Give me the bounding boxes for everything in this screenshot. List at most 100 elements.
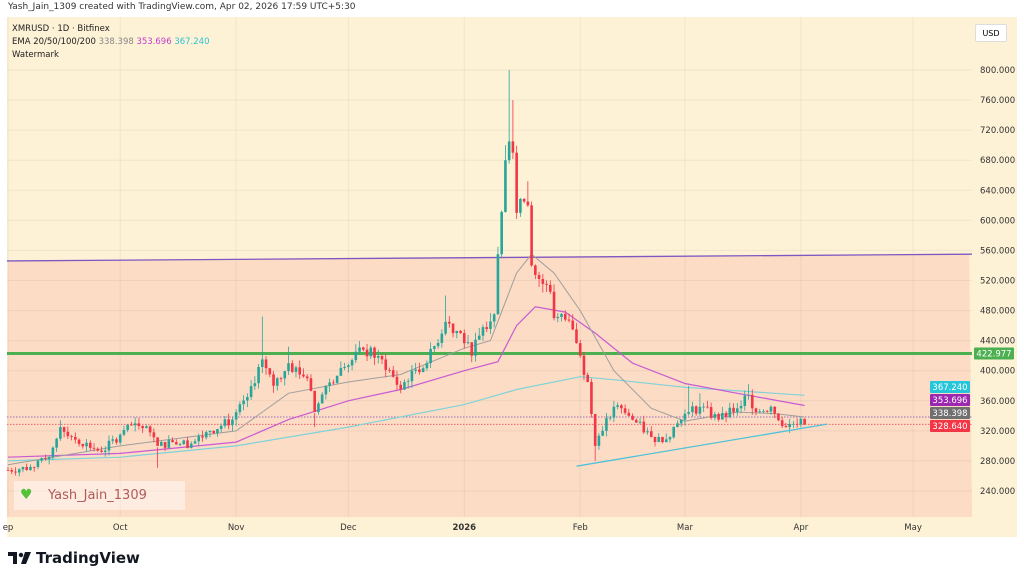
candle-body (436, 342, 440, 347)
candle-body (358, 347, 361, 352)
y-tick-label: 680.000 (980, 156, 1015, 166)
candle-body (384, 359, 388, 370)
candle-body (462, 333, 466, 344)
candle-body (683, 413, 687, 420)
symbol-legend[interactable]: XMRUSD · 1D · Bitfinex (12, 24, 110, 34)
currency-button[interactable]: USD (975, 24, 1007, 42)
candle-body (36, 460, 40, 467)
candle-body (197, 436, 201, 442)
candle-body (586, 374, 589, 382)
candle-body (10, 470, 14, 472)
ema-legend[interactable]: EMA 20/50/100/200 338.398 353.696 367.24… (12, 37, 209, 47)
candle-body (784, 426, 788, 428)
candle-body (511, 141, 515, 153)
candle-body (721, 413, 724, 420)
candle-body (388, 369, 391, 371)
candle-body (324, 385, 328, 395)
candle-body (597, 435, 601, 446)
candle-body (231, 419, 234, 426)
candle-body (515, 152, 518, 213)
candle-body (175, 442, 178, 445)
candle-body (769, 406, 773, 412)
candle-body (118, 434, 122, 443)
candle-body (14, 471, 17, 473)
candle-body (302, 374, 305, 377)
candle-body (691, 406, 694, 413)
candle-body (485, 327, 489, 329)
x-tick-label: 2026 (452, 523, 476, 533)
candle-body (70, 436, 73, 437)
heart-icon: ♥ (20, 487, 33, 503)
candle-body (803, 418, 806, 425)
y-tick-label: 400.000 (980, 367, 1015, 377)
x-tick-label: Nov (228, 523, 245, 533)
candle-body (182, 440, 186, 445)
candle-body (672, 426, 676, 438)
candle-body (590, 381, 593, 414)
candle-body (365, 349, 369, 357)
candle-body (21, 466, 25, 470)
candle-body (395, 376, 399, 385)
candle-body (616, 405, 619, 407)
candle-body (429, 348, 432, 364)
candle-body (275, 378, 279, 386)
candle-body (664, 439, 668, 443)
candle-body (216, 429, 219, 434)
price-label: 328.640 (932, 422, 967, 432)
candle-body (519, 198, 522, 213)
candle-body (350, 360, 354, 366)
candle-body (728, 407, 732, 417)
x-tick-label: Dec (340, 523, 357, 533)
candle-body (156, 437, 159, 446)
candle-body (29, 466, 32, 470)
candle-body (287, 363, 290, 372)
candle-body (623, 408, 627, 413)
candle-body (96, 448, 100, 451)
candle-body (500, 211, 503, 255)
candle-body (571, 320, 575, 330)
ema50-value: 353.696 (136, 37, 172, 47)
candle-body (706, 406, 709, 408)
tradingview-logo-icon (8, 552, 31, 564)
candle-body (425, 363, 429, 369)
candle-body (448, 321, 451, 324)
y-tick-label: 480.000 (980, 307, 1015, 317)
price-label-bg (930, 420, 970, 432)
tradingview-logo[interactable]: TradingView (8, 549, 140, 567)
candle-body (777, 413, 780, 421)
x-tick-label: Mar (677, 523, 694, 533)
watermark-legend[interactable]: Watermark (12, 50, 59, 60)
candle-body (620, 405, 623, 409)
candle-body (55, 438, 58, 448)
candle-body (762, 410, 765, 412)
candle-body (743, 395, 747, 406)
candle-body (563, 313, 567, 320)
candle-body (137, 423, 141, 427)
candle-body (279, 378, 283, 380)
candle-body (103, 450, 107, 452)
candle-body (649, 431, 653, 437)
y-tick-label: 320.000 (980, 427, 1015, 437)
y-tick-label: 520.000 (980, 277, 1015, 287)
candle-body (627, 412, 631, 416)
candle-body (593, 413, 597, 446)
candle-body (362, 347, 365, 350)
candle-body (126, 424, 129, 431)
candle-body (440, 333, 444, 343)
support-price-label-bg (974, 347, 1014, 360)
price-axis (972, 17, 1017, 537)
ema20-value: 338.398 (98, 37, 134, 47)
candle-body (698, 406, 702, 414)
candle-body (638, 421, 642, 423)
candle-body (92, 447, 96, 449)
candle-body (496, 254, 500, 315)
candle-body (369, 347, 373, 357)
candle-body (25, 466, 28, 470)
candle-body (343, 366, 346, 368)
candle-body (122, 430, 126, 435)
y-tick-label: 560.000 (980, 246, 1015, 256)
y-tick-label: 440.000 (980, 337, 1015, 347)
candle-body (77, 439, 81, 444)
candle-body (227, 419, 230, 426)
